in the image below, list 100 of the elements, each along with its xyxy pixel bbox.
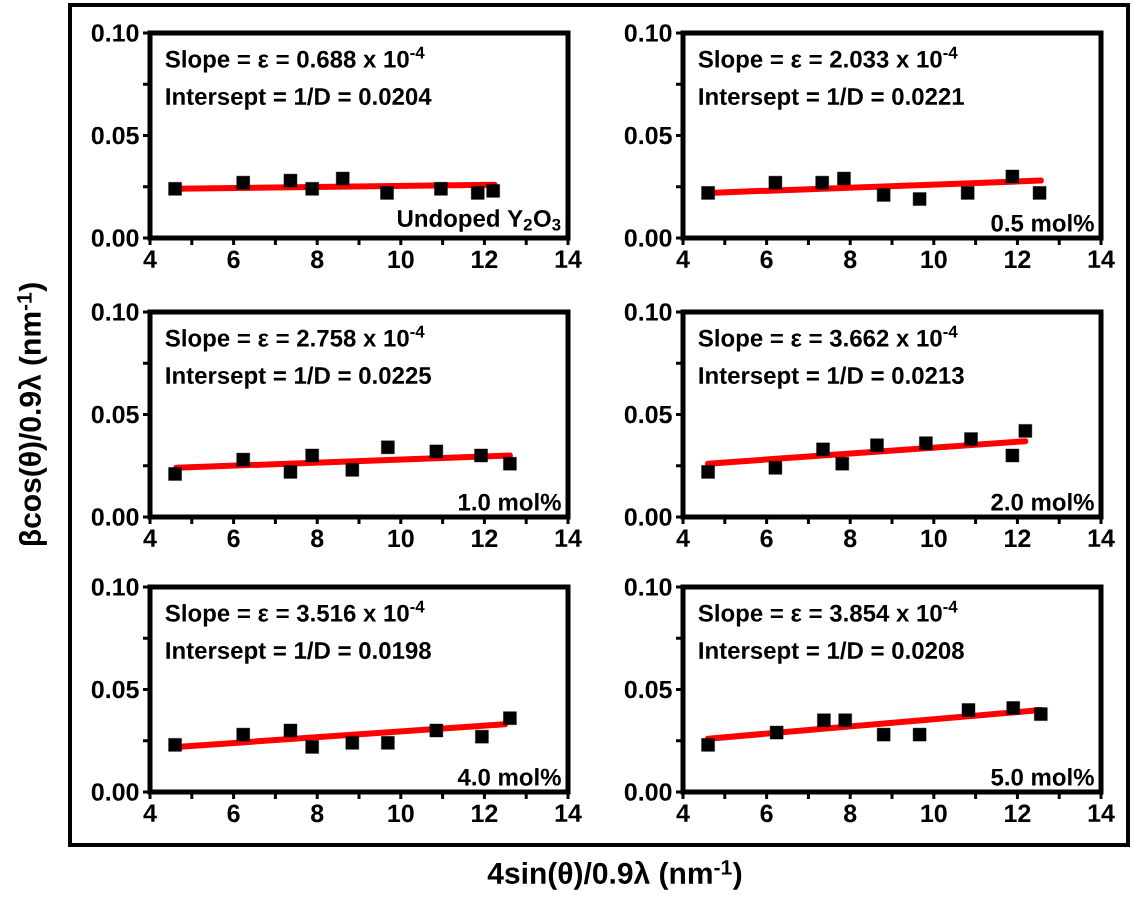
annotation: Intersept = 1/D = 0.0208 <box>699 641 964 664</box>
point <box>919 436 933 450</box>
point <box>768 461 783 475</box>
x-tick-label: 10 <box>388 529 414 548</box>
x-tick-label: 8 <box>311 250 324 269</box>
x-tick-label: 12 <box>1005 529 1031 547</box>
point <box>380 186 394 200</box>
point <box>1034 707 1048 721</box>
point <box>961 703 976 717</box>
point <box>381 736 395 750</box>
x-tick-label: 4 <box>676 250 690 268</box>
annotation: Slope = ε = 2.758 x 10$^{-4}$ <box>165 325 425 352</box>
y-tick-label: 0.10 <box>624 24 672 42</box>
x-tick-label: 6 <box>227 804 240 823</box>
point <box>236 452 250 467</box>
y-tick-label: 0.00 <box>91 229 139 247</box>
point <box>1006 701 1020 715</box>
annotation: Slope = ε = 3.516 x 10$^{-4}$ <box>165 600 425 627</box>
point <box>835 457 849 471</box>
point <box>837 171 851 186</box>
y-tick-label: 0.10 <box>91 24 139 42</box>
point <box>503 457 517 471</box>
y-tick-label: 0.05 <box>624 680 672 699</box>
annotation: Intersept = 1/D = 0.0198 <box>166 641 431 664</box>
annotation: 4.0 mol% <box>457 768 561 786</box>
point <box>960 186 975 200</box>
annotation: Slope = ε = 0.688 x 10$^{-4}$ <box>165 46 425 73</box>
y-tick-label: 0.00 <box>624 783 672 801</box>
annotation: Intersept = 1/D = 0.0204 <box>166 87 432 110</box>
x-tick-label: 12 <box>472 804 498 822</box>
x-tick-label: 10 <box>388 804 414 823</box>
x-tick-label: 12 <box>1005 804 1031 822</box>
point <box>475 729 489 744</box>
annotation: Slope = ε = 3.854 x 10$^{-4}$ <box>698 600 958 627</box>
point <box>815 175 829 190</box>
annotation: Intersept = 1/D = 0.0221 <box>699 87 964 110</box>
y-tick-label: 0.00 <box>624 229 672 247</box>
point <box>701 186 715 200</box>
y-tick-label: 0.00 <box>91 508 139 526</box>
point <box>283 465 298 479</box>
point <box>168 467 182 481</box>
point <box>876 727 891 742</box>
x-tick-label: 8 <box>311 529 324 548</box>
annotation: 5.0 mol% <box>991 768 1094 786</box>
point <box>838 713 852 727</box>
x-tick-label: 6 <box>760 804 773 823</box>
y-tick-label: 0.00 <box>624 508 672 526</box>
point <box>305 448 319 463</box>
point <box>434 182 448 196</box>
x-tick-label: 4 <box>143 529 157 547</box>
point <box>701 465 715 479</box>
point <box>381 440 395 454</box>
point <box>817 713 831 727</box>
x-tick-label: 14 <box>1088 250 1115 268</box>
point <box>474 448 488 463</box>
x-tick-label: 10 <box>388 250 414 269</box>
point <box>870 438 884 452</box>
annotation: Intersept = 1/D = 0.0225 <box>166 366 431 389</box>
x-tick-label: 14 <box>555 804 582 822</box>
point <box>1005 448 1020 463</box>
point <box>345 736 360 750</box>
x-tick-label: 10 <box>921 804 947 823</box>
point <box>283 173 298 188</box>
point <box>429 444 444 459</box>
x-tick-label: 10 <box>921 250 947 269</box>
point <box>769 725 784 740</box>
x-tick-label: 14 <box>555 250 582 268</box>
annotation: Intersept = 1/D = 0.0213 <box>699 366 964 389</box>
point <box>912 727 927 742</box>
y-tick-label: 0.05 <box>91 680 139 699</box>
x-tick-label: 10 <box>921 529 947 548</box>
x-tick-label: 12 <box>1005 250 1031 268</box>
point <box>503 711 517 725</box>
point <box>236 727 250 742</box>
x-tick-label: 8 <box>311 804 324 823</box>
y-tick-label: 0.00 <box>91 783 139 801</box>
y-tick-label: 0.10 <box>624 578 672 596</box>
point <box>429 723 444 738</box>
point <box>486 184 500 198</box>
point <box>305 740 319 754</box>
y-tick-label: 0.05 <box>91 126 139 145</box>
y-tick-label: 0.05 <box>91 405 139 424</box>
y-tick-label: 0.05 <box>624 405 672 424</box>
point <box>964 432 978 446</box>
x-tick-label: 14 <box>1088 804 1115 822</box>
x-tick-label: 14 <box>1088 529 1115 547</box>
point <box>283 723 298 738</box>
point <box>471 186 485 200</box>
point <box>168 738 182 752</box>
annotation: 2.0 mol% <box>991 493 1094 511</box>
x-tick-label: 4 <box>676 804 690 822</box>
x-tick-label: 12 <box>472 250 498 268</box>
point <box>1005 169 1020 184</box>
x-tick-label: 4 <box>676 529 690 547</box>
point <box>1032 186 1047 200</box>
point <box>701 738 715 752</box>
point <box>305 182 319 196</box>
x-axis-title: 4sin(θ)/0.9λ (nm$^{-1}$) <box>487 860 742 890</box>
x-tick-label: 4 <box>143 804 157 822</box>
annotation: Slope = ε = 2.033 x 10$^{-4}$ <box>698 46 958 73</box>
